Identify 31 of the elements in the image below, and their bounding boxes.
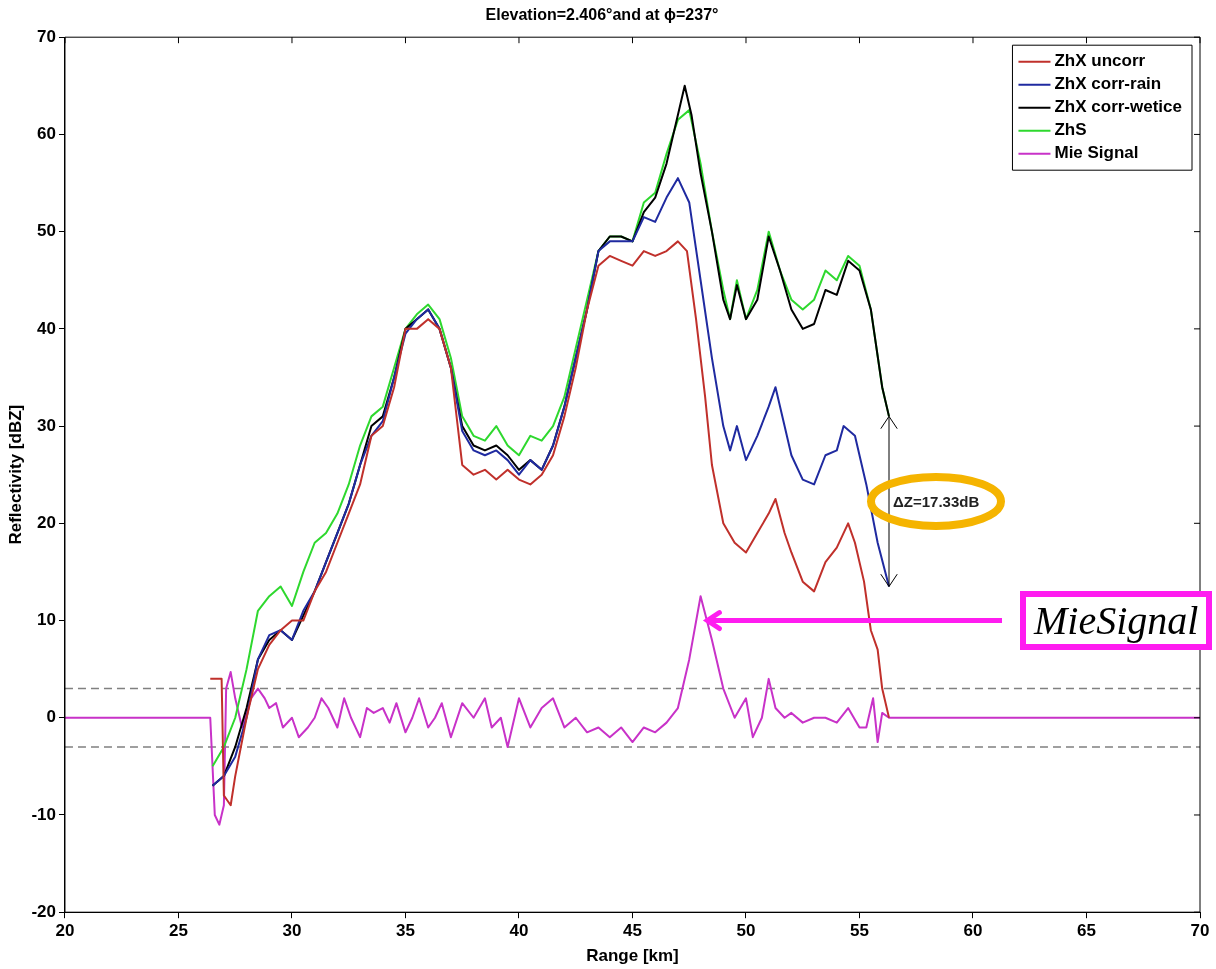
legend-label: Mie Signal bbox=[1054, 143, 1139, 163]
x-tick-label: 50 bbox=[736, 921, 756, 941]
chart-title: Elevation=2.406°and at ϕ=237° bbox=[485, 6, 719, 24]
x-tick-label: 30 bbox=[282, 921, 302, 941]
y-tick-label: 50 bbox=[37, 221, 56, 241]
x-tick-label: 40 bbox=[509, 921, 529, 941]
y-axis-title: Reflectivity [dBZ] bbox=[5, 404, 25, 545]
x-tick-label: 70 bbox=[1190, 921, 1210, 941]
y-tick-label: 10 bbox=[37, 610, 56, 630]
x-tick-label: 25 bbox=[169, 921, 188, 941]
y-tick-label: 40 bbox=[37, 318, 56, 338]
legend-label: ZhS bbox=[1054, 120, 1087, 140]
legend-label: ZhX corr-rain bbox=[1054, 74, 1162, 94]
y-tick-label: 20 bbox=[37, 513, 56, 532]
y-tick-label: -20 bbox=[31, 901, 56, 921]
x-tick-label: 65 bbox=[1077, 921, 1096, 941]
x-tick-label: 60 bbox=[963, 921, 983, 941]
x-tick-label: 35 bbox=[396, 921, 415, 941]
x-tick-label: 20 bbox=[55, 921, 75, 941]
legend-label: ZhX corr-wetice bbox=[1054, 97, 1183, 117]
y-tick-label: 30 bbox=[37, 415, 56, 435]
x-tick-label: 55 bbox=[850, 921, 869, 941]
x-tick-label: 45 bbox=[623, 921, 642, 941]
x-axis-title: Range [km] bbox=[586, 946, 679, 966]
y-tick-label: 0 bbox=[46, 707, 56, 727]
y-tick-label: 70 bbox=[37, 26, 56, 46]
y-tick-label: 60 bbox=[37, 124, 56, 144]
legend-label: ZhX uncorr bbox=[1054, 51, 1146, 71]
y-tick-label: -10 bbox=[31, 804, 56, 824]
annotation: ΔZ=17.33dB bbox=[893, 492, 980, 510]
annotation: MieSignal bbox=[1020, 591, 1213, 651]
